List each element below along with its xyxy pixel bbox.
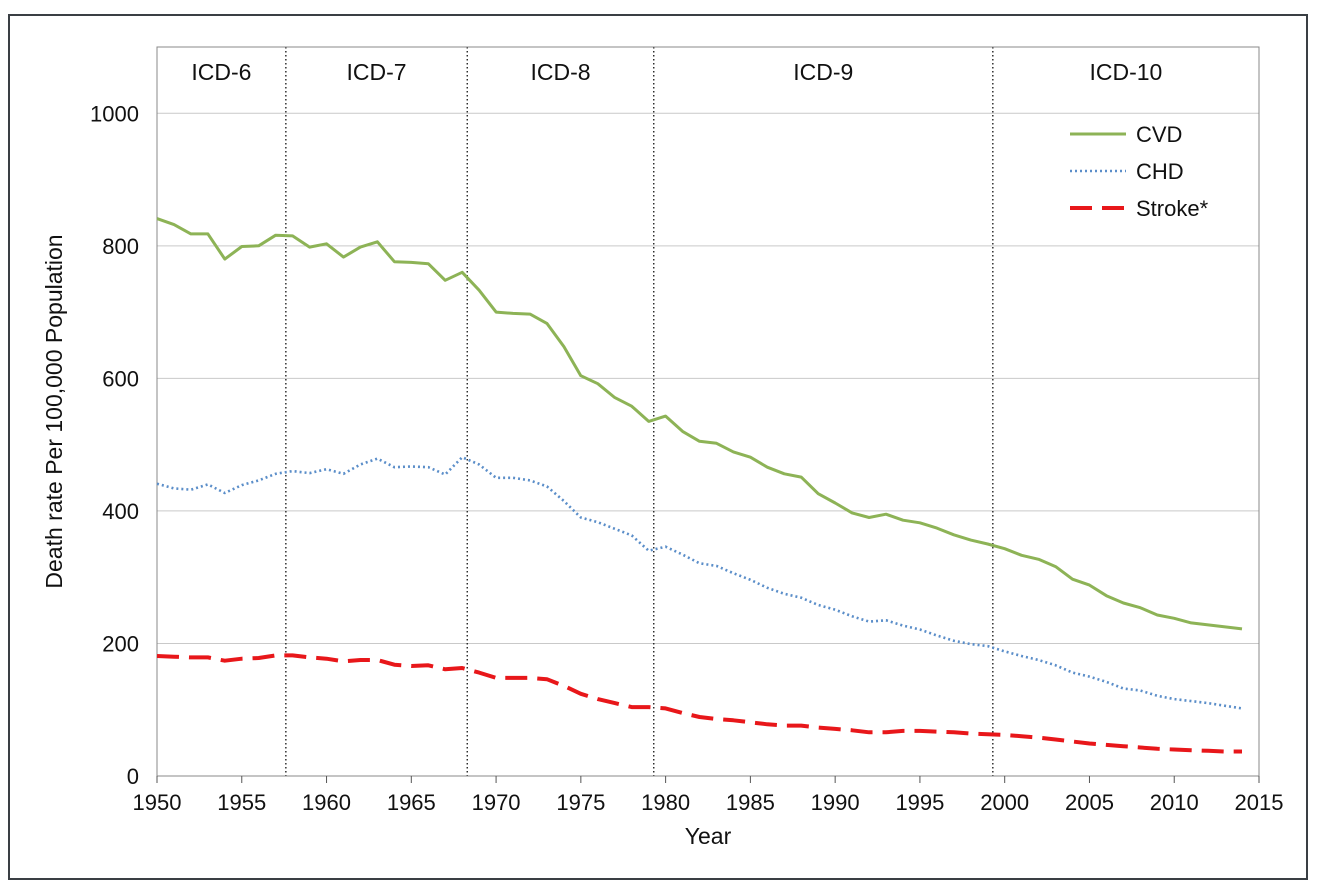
line-chart: ICD-6 ICD-7 ICD-8 ICD-9 ICD-10 0 200 400 600 800… — [41, 46, 1284, 849]
chart-frame: ICD-6 ICD-7 ICD-8 ICD-9 ICD-10 0 200 400 600 800… — [8, 14, 1308, 880]
x-tick-label: 1990 — [811, 790, 860, 815]
x-tick-label: 1980 — [641, 790, 690, 815]
x-tick-label: 1975 — [556, 790, 605, 815]
legend-label: Stroke* — [1136, 196, 1209, 221]
x-tick-label: 2015 — [1235, 790, 1284, 815]
series-lines — [156, 217, 1243, 754]
x-axis-title: Year — [685, 823, 732, 849]
series-line-chd — [156, 455, 1243, 710]
era-label: ICD-10 — [1089, 59, 1162, 85]
y-tick-label: 400 — [102, 499, 139, 524]
y-axis-title: Death rate Per 100,000 Population — [41, 234, 67, 588]
y-tick-label: 200 — [102, 631, 139, 656]
x-tick-label: 1960 — [302, 790, 351, 815]
x-tick-label: 1985 — [726, 790, 775, 815]
era-label: ICD-8 — [530, 59, 590, 85]
x-tick-label: 1955 — [217, 790, 266, 815]
legend-label: CVD — [1136, 122, 1182, 147]
x-tick-label: 2005 — [1065, 790, 1114, 815]
legend-label: CHD — [1136, 159, 1184, 184]
x-tick-label: 2010 — [1150, 790, 1199, 815]
y-tick-label: 600 — [102, 366, 139, 391]
x-tick-label: 1965 — [387, 790, 436, 815]
axes: 0 200 400 600 800 1000 1950 1955 1960 1965 1970 197… — [90, 46, 1284, 815]
era-label: ICD-6 — [191, 59, 251, 85]
x-tick-label: 1995 — [895, 790, 944, 815]
x-tick-label: 1970 — [472, 790, 521, 815]
plot-area-border — [156, 46, 1260, 777]
icd-era-dividers: ICD-6 ICD-7 ICD-8 ICD-9 ICD-10 — [191, 47, 1162, 776]
y-tick-label: 1000 — [90, 101, 139, 126]
y-tick-label: 0 — [127, 764, 139, 789]
x-tick-label: 2000 — [980, 790, 1029, 815]
gridlines — [157, 112, 1259, 644]
x-tick-label: 1950 — [133, 790, 182, 815]
series-line-cvd — [156, 217, 1243, 631]
series-line-stroke — [156, 653, 1242, 754]
y-tick-label: 800 — [102, 234, 139, 259]
legend: CVD CHD Stroke* — [1070, 122, 1209, 221]
era-label: ICD-7 — [347, 59, 407, 85]
era-label: ICD-9 — [793, 59, 853, 85]
